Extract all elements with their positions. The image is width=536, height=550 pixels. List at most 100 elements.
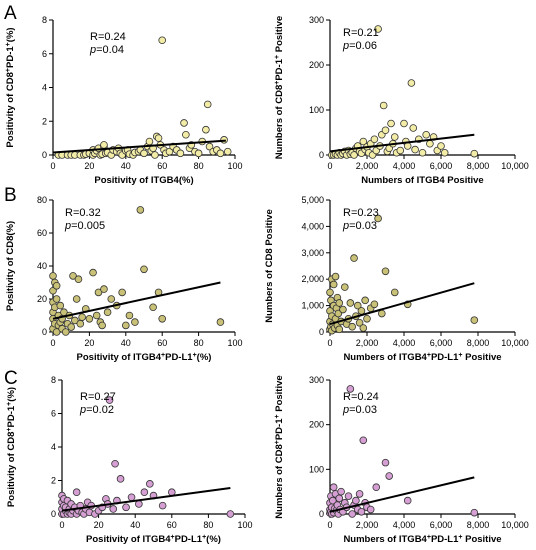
y-axis-label: Numbers of CD8+PD-1+ Positive (274, 375, 286, 518)
data-point (335, 325, 344, 334)
y-axis-label-part: PD-1 (274, 58, 285, 80)
p-number: =0.03 (349, 220, 377, 232)
y-tick-label: 100 (309, 105, 324, 115)
data-point (385, 472, 394, 480)
x-tick-label: 10,000 (501, 161, 529, 171)
x-tick-label: 40 (130, 520, 140, 530)
data-point (357, 307, 366, 315)
panel-letter-b: B (4, 185, 17, 206)
data-point (194, 149, 203, 158)
x-axis-label-part: + (427, 534, 431, 541)
x-axis-label: Positivity of ITGB4(%) (94, 175, 193, 186)
data-point (381, 126, 390, 135)
scatter-chart-6: 0 2,000 4,000 6,000 8,000 10,000 0 100 200 300 Num… (274, 375, 529, 545)
x-tick-label: 0 (327, 161, 332, 171)
svg-text:C: C (4, 368, 18, 389)
data-point (205, 142, 214, 151)
data-point (379, 101, 388, 110)
y-axis-label-part: Positivity of CD8(%) (5, 221, 16, 311)
data-point (180, 119, 188, 127)
data-point (203, 100, 212, 109)
p-symbol: p (342, 220, 349, 232)
data-point (348, 322, 357, 331)
data-point (329, 280, 338, 289)
y-tick-label: 2,000 (301, 274, 324, 284)
data-point (100, 141, 108, 149)
y-tick-label: 4 (51, 442, 56, 452)
svg-text:B: B (4, 185, 17, 206)
data-point (370, 135, 379, 144)
y-tick-label: 1,000 (301, 301, 324, 311)
y-tick-label: 0 (42, 150, 47, 160)
x-tick-label: 6,000 (430, 338, 453, 348)
x-axis-label: Numbers of ITGB4 Positive (361, 175, 483, 186)
x-axis-label-part: + (202, 534, 206, 541)
panel-letter-a: A (4, 3, 17, 24)
y-axis-label-part: + (274, 81, 281, 85)
data-point (89, 268, 97, 277)
data-point (355, 490, 364, 498)
y-tick-label: 0 (51, 509, 56, 519)
data-point (339, 305, 347, 314)
data-point (422, 130, 431, 139)
data-point (426, 139, 434, 148)
y-tick-label: 200 (309, 60, 324, 70)
data-point (74, 275, 83, 284)
data-point (202, 125, 210, 134)
x-tick-label: 10,000 (501, 338, 529, 348)
p-symbol: p (79, 404, 86, 416)
data-point (69, 272, 77, 280)
p-symbol: p (64, 220, 71, 232)
x-tick-label: 8,000 (467, 161, 490, 171)
data-point (76, 319, 85, 328)
data-point (359, 324, 368, 332)
x-axis-label-part: PD-L1 (431, 534, 459, 545)
y-tick-label: 4 (42, 83, 47, 93)
p-value-text: p=0.03 (342, 404, 377, 416)
data-point (337, 487, 345, 496)
x-tick-label: 0 (50, 161, 55, 171)
y-axis-label-part: Positive (274, 16, 285, 55)
y-axis-label: Positivity of CD8(%) (5, 221, 16, 311)
data-point (145, 137, 154, 146)
data-point (78, 313, 86, 321)
data-point (182, 130, 190, 139)
data-point (418, 148, 427, 157)
x-axis-label-part: PD-L1 (431, 352, 459, 363)
data-point (370, 300, 379, 309)
data-point (223, 147, 232, 156)
data-point (136, 206, 145, 214)
x-axis-label-part: + (193, 352, 197, 359)
data-point (331, 272, 340, 281)
data-point (329, 483, 338, 492)
data-point (366, 505, 375, 514)
p-value-text: p=0.03 (342, 220, 377, 232)
data-point (216, 318, 225, 326)
data-point (158, 314, 167, 323)
data-point (396, 146, 405, 155)
data-point (353, 301, 362, 310)
y-axis-label-part: PD-1 (274, 418, 285, 440)
y-axis-label-part: PD-1 (5, 46, 16, 68)
x-tick-label: 80 (194, 161, 204, 171)
y-axis-label: Numbers of CD8 Positive (264, 209, 275, 323)
scatter-chart-1: 0 20 40 60 80 100 0 2 4 6 8 Positivity of ITGB4(%) P… (5, 15, 243, 186)
p-value-text: p=0.02 (79, 404, 114, 416)
y-axis-label-part: + (5, 68, 12, 72)
data-point (111, 459, 119, 468)
x-tick-label: 20 (84, 338, 94, 348)
x-axis-label: Positivity of ITGB4+PD-L1+(%) (77, 352, 212, 364)
data-point (374, 25, 382, 33)
data-point (61, 328, 70, 336)
p-value-text: p=0.04 (89, 44, 124, 56)
data-point (176, 149, 185, 158)
correlation-r-text: R=0.27 (80, 391, 116, 403)
x-axis-label: Positivity of ITGB4+PD-L1+(%) (86, 534, 221, 546)
y-tick-label: 20 (37, 294, 47, 304)
data-point (355, 318, 364, 327)
data-point (158, 501, 167, 510)
data-point (103, 308, 112, 317)
x-tick-label: 8,000 (467, 338, 490, 348)
data-point (350, 151, 358, 159)
y-tick-label: 5,000 (301, 195, 324, 205)
